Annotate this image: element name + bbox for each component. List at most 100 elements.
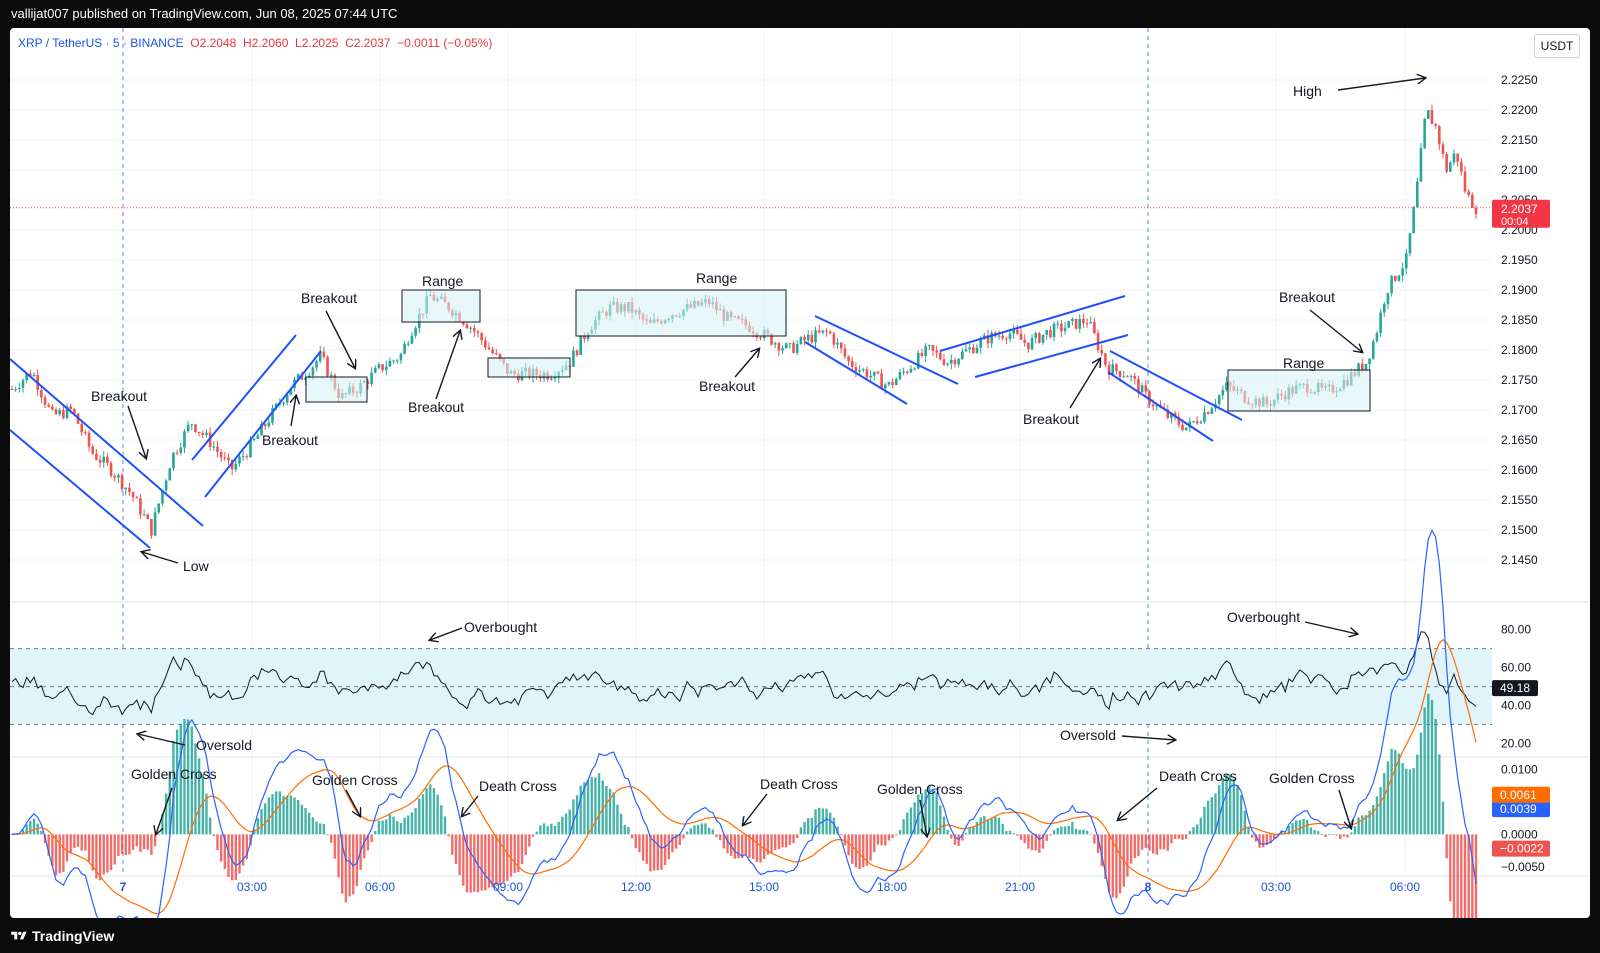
candle-body <box>1019 333 1023 340</box>
candle-body <box>462 321 465 325</box>
candle-body <box>1452 153 1456 163</box>
chart-panel[interactable]: Breakout Low Breakout Breakout Range Breakout… <box>10 28 1590 918</box>
rsi-annotation-arrow <box>1121 736 1175 740</box>
macd-histogram-bar <box>1012 833 1015 835</box>
macd-histogram-bar <box>1386 761 1390 835</box>
annotation-label: High <box>1293 83 1322 99</box>
macd-histogram-bar <box>561 816 564 835</box>
candle-body <box>329 375 333 377</box>
candle-body <box>322 351 326 357</box>
time-axis-label: 7 <box>120 880 127 894</box>
macd-histogram-bar <box>1162 834 1166 850</box>
annotation-arrow <box>325 310 355 368</box>
macd-histogram-bar <box>913 802 916 835</box>
candle-body <box>465 324 469 329</box>
candle-body <box>550 378 553 380</box>
candle-body <box>1166 409 1170 418</box>
macd-histogram-bar <box>873 834 876 853</box>
macd-histogram-bar <box>1071 821 1074 835</box>
macd-histogram-bar <box>73 834 76 848</box>
macd-histogram-bar <box>62 834 65 872</box>
macd-histogram-bar <box>909 807 913 835</box>
candle-body <box>32 374 36 376</box>
macd-histogram-bar <box>1221 777 1225 835</box>
macd-histogram-bar <box>689 828 692 835</box>
legend-open: O2.2048 <box>190 36 237 50</box>
chart-canvas[interactable]: Breakout Low Breakout Breakout Range Breakout… <box>10 28 1590 918</box>
macd-histogram-bar <box>469 834 472 893</box>
candle-body <box>942 359 946 365</box>
macd-histogram-bar <box>715 834 718 838</box>
candle-body <box>1104 353 1107 365</box>
candle-body <box>1368 358 1371 364</box>
candle-body <box>10 389 14 390</box>
macd-histogram-bar <box>770 834 773 853</box>
macd-histogram-bar <box>51 834 54 867</box>
macd-histogram-bar <box>660 834 663 870</box>
macd-histogram-bar <box>487 834 491 888</box>
candle-body <box>1001 335 1004 339</box>
macd-histogram-bar <box>748 834 751 858</box>
macd-histogram-bar <box>91 834 94 871</box>
macd-histogram-bar <box>928 786 931 835</box>
currency-button[interactable]: USDT <box>1534 34 1580 58</box>
macd-histogram-bar <box>65 834 69 862</box>
candle-body <box>1184 427 1188 430</box>
candle-body <box>975 347 979 354</box>
candle-body <box>579 335 583 356</box>
macd-histogram-bar <box>179 723 182 835</box>
candle-body <box>1107 364 1111 375</box>
macd-histogram-bar <box>1394 750 1397 835</box>
macd-histogram-bar <box>895 834 898 836</box>
candle-body <box>267 422 271 427</box>
macd-histogram-bar <box>1313 829 1316 835</box>
candle-body <box>1360 363 1364 371</box>
macd-histogram-bar <box>491 834 494 888</box>
macd-histogram-bar <box>241 834 245 866</box>
macd-histogram-bar <box>1269 834 1272 844</box>
tradingview-logo[interactable]: TradingView <box>10 928 114 944</box>
macd-histogram-bar <box>1107 834 1111 893</box>
rsi-annotation-label: Overbought <box>464 619 537 635</box>
macd-histogram-bar <box>1357 817 1360 835</box>
candle-body <box>832 333 836 345</box>
candle-body <box>245 456 249 458</box>
macd-value-text: 0.0061 <box>1500 788 1537 802</box>
candle-body <box>164 480 168 491</box>
price-axis-label: 2.2150 <box>1501 133 1538 147</box>
candle-body <box>124 487 128 490</box>
macd-histogram-bar <box>1082 829 1085 835</box>
macd-histogram-bar <box>175 729 179 835</box>
macd-histogram-bar <box>366 834 370 851</box>
candle-body <box>773 343 777 345</box>
legend-symbol[interactable]: XRP / TetherUS · 5 · BINANCE <box>18 36 184 50</box>
candle-body <box>1415 181 1419 208</box>
candle-body <box>799 337 803 344</box>
candle-body <box>18 387 21 390</box>
macd-histogram-bar <box>953 834 957 845</box>
candle-body <box>1419 148 1423 182</box>
macd-histogram-bar <box>1089 834 1092 836</box>
macd-histogram-bar <box>502 834 505 883</box>
candle-body <box>1386 293 1390 304</box>
candle-body <box>1005 338 1008 340</box>
candle-body <box>913 368 916 370</box>
macd-histogram-bar <box>1027 834 1030 849</box>
trend-channel-line <box>974 334 1129 378</box>
candle-body <box>1423 118 1426 149</box>
candle-body <box>1140 385 1144 393</box>
candle-body <box>406 343 410 345</box>
candle-body <box>858 369 861 372</box>
macd-histogram-bar <box>197 758 201 835</box>
candle-body <box>953 359 957 365</box>
candle-body <box>300 374 304 380</box>
macd-histogram-bar <box>238 834 241 874</box>
macd-histogram-bar <box>113 834 116 865</box>
candle-body <box>865 369 869 378</box>
candle-body <box>939 352 942 360</box>
candle-body <box>1445 154 1448 172</box>
candle-body <box>880 373 883 389</box>
macd-histogram-bar <box>1456 834 1459 918</box>
macd-histogram-bar <box>898 830 902 835</box>
candle-body <box>1045 330 1049 335</box>
